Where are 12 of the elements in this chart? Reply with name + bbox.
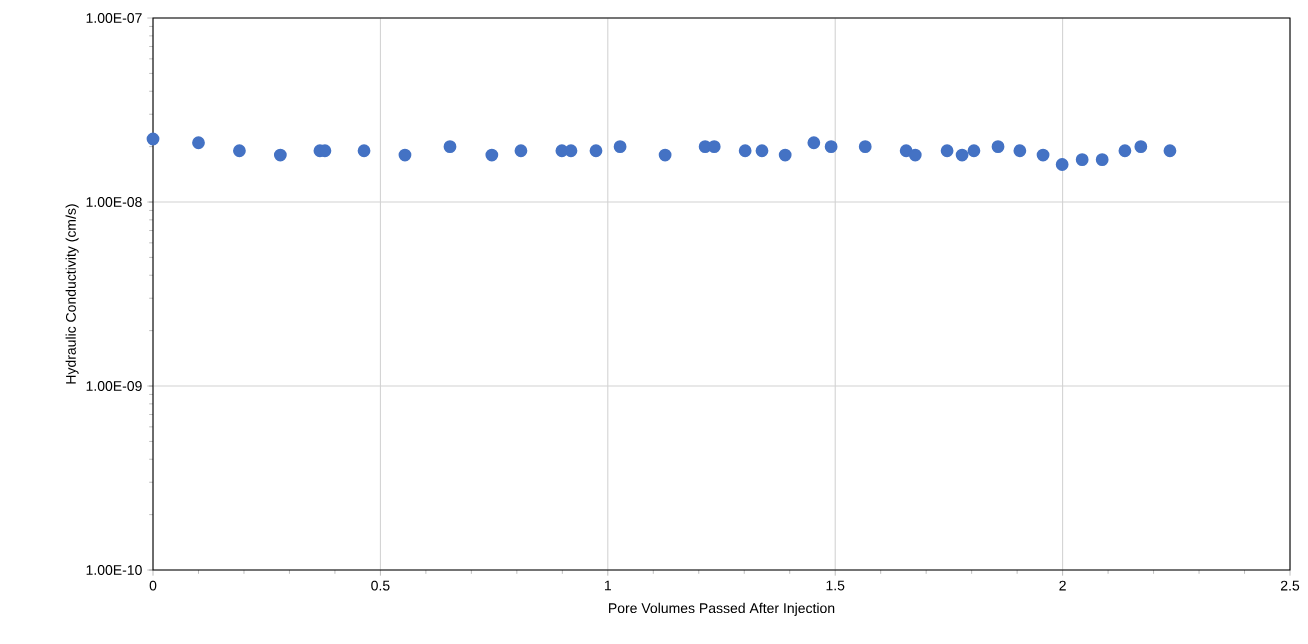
y-tick-label: 1.00E-08 <box>86 197 142 207</box>
x-tick-label: 1.5 <box>826 580 845 591</box>
x-tick-label: 0 <box>149 580 157 591</box>
x-tick-label: 0.5 <box>371 580 390 591</box>
y-axis-title: Hydraulic Conductivity (cm/s) <box>65 204 79 384</box>
y-tick-label: 1.00E-07 <box>86 13 142 23</box>
y-tick-label: 1.00E-09 <box>86 381 142 391</box>
x-tick-label: 2.5 <box>1280 580 1300 591</box>
x-axis-title: Pore Volumes Passed After Injection <box>609 602 835 616</box>
y-tick-label: 1.00E-10 <box>86 565 142 575</box>
x-tick-label: 1 <box>604 580 612 591</box>
x-tick-label: 2 <box>1059 580 1066 591</box>
